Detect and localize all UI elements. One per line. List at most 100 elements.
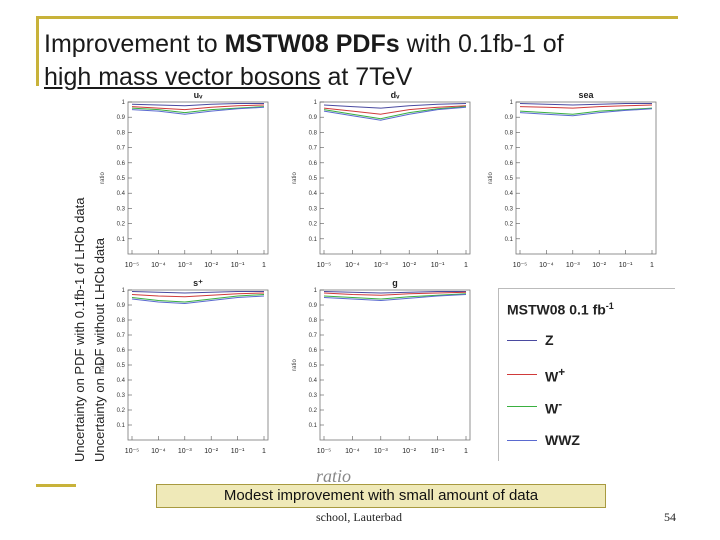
x-tick-label: 10⁻⁵ <box>513 262 527 269</box>
y-tick-label: 0.7 <box>309 333 318 339</box>
y-tick-label: 0.9 <box>117 303 126 309</box>
x-tick-label: 10⁻⁴ <box>345 448 360 455</box>
series-line <box>323 294 467 302</box>
plot-frame <box>127 101 269 255</box>
y-tick-label: 0.2 <box>117 408 126 414</box>
legend-swatch <box>507 340 537 341</box>
y-axis-label: ratio <box>292 172 298 184</box>
series-line <box>323 106 467 120</box>
x-tick-label: 10⁻¹ <box>231 262 245 269</box>
title-prefix: Improvement to <box>44 30 225 58</box>
legend-item-z: Z <box>499 331 675 351</box>
y-tick-label: 0.6 <box>309 161 318 167</box>
y-tick-label: 0.1 <box>505 237 514 243</box>
series-line <box>131 292 265 298</box>
y-tick-label: 0.5 <box>117 176 126 182</box>
x-tick-label: 10⁻³ <box>374 262 388 269</box>
title-bold: MSTW08 PDFs <box>224 30 400 58</box>
title-suffix: with 0.1fb-1 of <box>399 30 564 58</box>
y-tick-label: 0.3 <box>117 393 126 399</box>
y-tick-label: 0.4 <box>309 191 318 197</box>
y-tick-label: 0.9 <box>117 115 126 121</box>
y-tick-label: 0.1 <box>117 423 126 429</box>
y-tick-label: 0.6 <box>117 161 126 167</box>
y-tick-label: 0.5 <box>309 363 318 369</box>
legend-swatch <box>507 440 537 441</box>
y-tick-label: 0.9 <box>505 115 514 121</box>
y-tick-label: 0.8 <box>505 130 514 136</box>
panel-title: dᵥ <box>391 90 400 100</box>
series-line <box>131 291 264 294</box>
legend-item-wminus: W- <box>499 397 675 417</box>
legend: MSTW08 0.1 fb-1 Z W+ W- WWZ <box>498 288 675 461</box>
y-axis-label: ratio <box>100 359 106 371</box>
footer-decor-line <box>36 484 76 487</box>
series-line <box>323 291 466 294</box>
series-line <box>323 105 467 115</box>
x-tick-label: 10⁻³ <box>178 448 192 455</box>
panel-title: g <box>392 278 398 288</box>
title-line2: high mass vector bosons <box>44 63 321 91</box>
legend-label: W <box>545 368 559 385</box>
y-tick-label: 0.7 <box>117 146 126 152</box>
legend-item-wplus: W+ <box>499 365 675 385</box>
y-tick-label: 0.5 <box>309 176 318 182</box>
y-tick-label: 0.1 <box>309 423 318 429</box>
y-tick-label: 0.5 <box>117 363 126 369</box>
axis-stub: ratio <box>316 466 352 486</box>
y-tick-label: 0.4 <box>117 191 126 197</box>
series-line <box>519 107 653 115</box>
footer-text: school, Lauterbad <box>316 510 402 524</box>
legend-swatch <box>507 406 537 407</box>
y-tick-label: 0.2 <box>309 408 318 414</box>
legend-sup: + <box>558 366 566 379</box>
x-tick-label: 10⁻⁴ <box>151 262 166 269</box>
slide-title: Improvement to MSTW08 PDFs with 0.1fb-1 … <box>44 28 684 94</box>
y-axis-label: ratio <box>100 172 106 184</box>
series-line <box>323 293 467 300</box>
x-tick-label: 10⁻² <box>204 262 218 269</box>
panel-title: sea <box>578 90 594 100</box>
y-tick-label: 1 <box>314 288 318 294</box>
y-tick-label: 0.4 <box>505 191 514 197</box>
y-axis-label: ratio <box>488 172 494 184</box>
series-line <box>323 106 467 121</box>
y-tick-label: 0.2 <box>309 222 318 228</box>
series-line <box>323 103 467 109</box>
y-tick-label: 0.1 <box>117 237 126 243</box>
panel-title: uᵥ <box>194 90 203 100</box>
y-tick-label: 0.9 <box>309 115 318 121</box>
x-tick-label: 10⁻¹ <box>231 448 245 455</box>
plot-frame <box>319 101 471 255</box>
y-tick-label: 0.7 <box>309 146 318 152</box>
x-tick-label: 10⁻⁴ <box>151 448 166 455</box>
plot-frame <box>127 289 269 441</box>
y-tick-label: 0.3 <box>505 206 514 212</box>
panel-title: s⁺ <box>193 278 203 288</box>
x-tick-label: 10⁻¹ <box>431 262 445 269</box>
series-line <box>131 294 265 303</box>
legend-title: MSTW08 0.1 fb-1 <box>507 301 614 318</box>
series-line <box>131 295 265 305</box>
y-tick-label: 1 <box>122 100 126 106</box>
series-line <box>131 104 265 111</box>
y-tick-label: 0.8 <box>309 318 318 324</box>
y-tick-label: 0.4 <box>309 378 318 384</box>
x-tick-label: 1 <box>262 448 266 455</box>
x-tick-label: 10⁻³ <box>178 262 192 269</box>
y-tick-label: 0.8 <box>309 130 318 136</box>
series-line <box>131 106 265 115</box>
x-tick-label: 10⁻² <box>592 262 606 269</box>
y-tick-label: 0.2 <box>505 222 514 228</box>
y-tick-label: 1 <box>314 100 318 106</box>
x-tick-label: 10⁻¹ <box>619 262 633 269</box>
legend-label: Z <box>545 332 554 348</box>
x-tick-label: 10⁻⁴ <box>345 262 360 269</box>
y-tick-label: 0.4 <box>117 378 126 384</box>
series-line <box>131 103 264 107</box>
x-tick-label: 1 <box>464 262 468 269</box>
legend-label: W <box>545 400 559 417</box>
y-tick-label: 0.7 <box>505 146 514 152</box>
y-tick-label: 0.8 <box>117 318 126 324</box>
